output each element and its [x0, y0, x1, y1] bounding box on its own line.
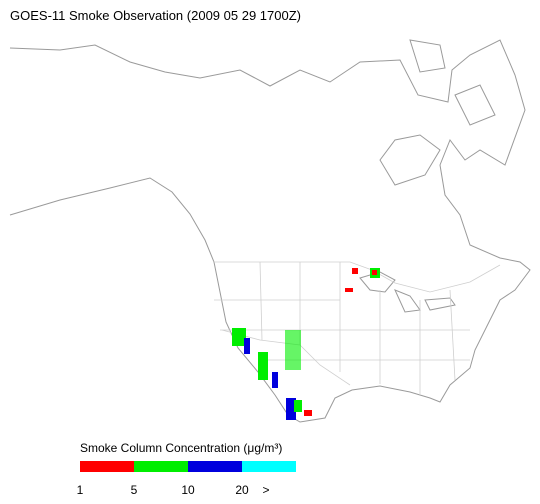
legend-labels: 1 5 10 20 > [77, 483, 270, 497]
smoke-pixel [272, 372, 278, 388]
legend-swatch [80, 461, 134, 472]
borders [213, 261, 501, 395]
smoke-pixel [372, 270, 377, 275]
legend-label: > [262, 483, 269, 497]
legend-label: 20 [235, 483, 249, 497]
legend-title: Smoke Column Concentration (μg/m³) [80, 441, 282, 455]
smoke-pixels [232, 268, 380, 420]
smoke-pixel [258, 352, 268, 380]
smoke-pixel [285, 330, 301, 370]
map [9, 39, 531, 423]
smoke-pixel [294, 400, 302, 412]
smoke-pixel [232, 328, 246, 346]
legend-swatch [242, 461, 296, 472]
legend-bar [80, 461, 296, 472]
smoke-pixel [244, 338, 250, 354]
title: GOES-11 Smoke Observation (2009 05 29 17… [10, 8, 301, 23]
legend-swatch [134, 461, 188, 472]
smoke-pixel [304, 410, 312, 416]
smoke-pixel [345, 288, 353, 292]
arctic-islands [379, 39, 496, 186]
legend-label: 5 [131, 483, 138, 497]
legend-label: 1 [77, 483, 84, 497]
legend-swatch [188, 461, 242, 472]
smoke-pixel [286, 398, 296, 420]
smoke-pixel [352, 268, 358, 274]
legend-label: 10 [181, 483, 195, 497]
coastline [9, 39, 531, 423]
